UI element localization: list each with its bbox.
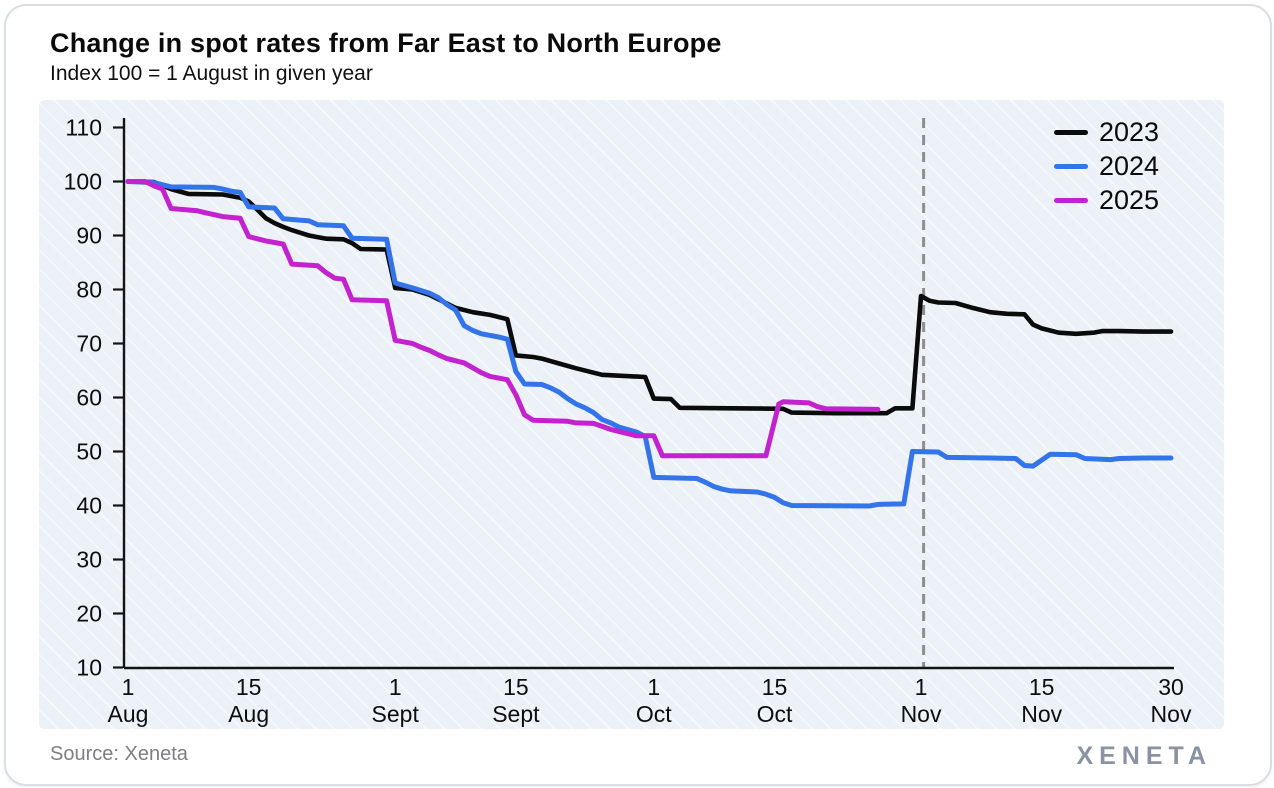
- x-tick-label-day: 15: [503, 674, 529, 700]
- x-tick-label-month: Oct: [636, 701, 672, 727]
- y-tick-label: 110: [65, 115, 102, 141]
- x-tick-label-month: Oct: [757, 701, 793, 727]
- legend-swatch-2025: [1054, 198, 1088, 203]
- legend-label-2025: 2025: [1099, 185, 1160, 215]
- x-tick-label-day: 15: [236, 674, 262, 700]
- legend-label-2023: 2023: [1099, 117, 1160, 147]
- y-tick-label: 70: [76, 331, 102, 357]
- x-tick-label-month: Nov: [901, 701, 942, 727]
- series-line-2025: [125, 179, 881, 459]
- source-attribution: Source: Xeneta: [50, 743, 188, 765]
- plot-panel: [39, 100, 1224, 729]
- legend-item-2024: 2024: [1054, 150, 1159, 183]
- legend-swatch-2023: [1054, 130, 1088, 135]
- series-line-2024: [125, 179, 1174, 509]
- x-tick-label-day: 15: [1029, 674, 1055, 700]
- series-line-2023: [125, 179, 1174, 416]
- x-tick-label-month: Nov: [1151, 701, 1192, 727]
- y-tick-label: 10: [76, 655, 102, 681]
- x-tick-label-day: 1: [915, 674, 928, 700]
- y-tick-label: 90: [76, 223, 102, 249]
- y-tick-label: 20: [76, 601, 102, 627]
- y-tick-label: 60: [76, 385, 102, 411]
- y-tick-label: 50: [76, 439, 102, 465]
- y-tick-label: 40: [76, 493, 102, 519]
- axes: 1101009080706050403020101Aug15Aug1Sept15…: [64, 115, 1192, 728]
- x-tick-label-day: 1: [122, 674, 135, 700]
- legend-label-2024: 2024: [1099, 151, 1160, 181]
- x-tick-label-month: Aug: [228, 701, 269, 727]
- y-tick-label: 30: [76, 547, 102, 573]
- x-tick-label-day: 1: [647, 674, 660, 700]
- page-title: Change in spot rates from Far East to No…: [50, 28, 722, 58]
- legend-swatch-2024: [1054, 164, 1088, 169]
- x-tick-label-month: Sept: [372, 701, 420, 727]
- xeneta-logo: XENETA: [1076, 742, 1212, 770]
- chart-canvas: 1101009080706050403020101Aug15Aug1Sept15…: [64, 115, 1192, 728]
- legend-item-2023: 2023: [1054, 116, 1159, 149]
- page-subtitle: Index 100 = 1 August in given year: [50, 62, 373, 85]
- chart-card: Change in spot rates from Far East to No…: [4, 4, 1272, 786]
- x-tick-label-month: Sept: [492, 701, 540, 727]
- x-tick-label-month: Nov: [1021, 701, 1062, 727]
- x-tick-label-month: Aug: [108, 701, 149, 727]
- y-tick-label: 80: [76, 277, 102, 303]
- x-tick-label-day: 30: [1158, 674, 1184, 700]
- x-tick-label-day: 1: [389, 674, 402, 700]
- x-tick-label-day: 15: [762, 674, 788, 700]
- y-tick-label: 100: [64, 169, 102, 195]
- chart-legend: 2023 2024 2025: [1054, 116, 1159, 217]
- legend-item-2025: 2025: [1054, 184, 1159, 217]
